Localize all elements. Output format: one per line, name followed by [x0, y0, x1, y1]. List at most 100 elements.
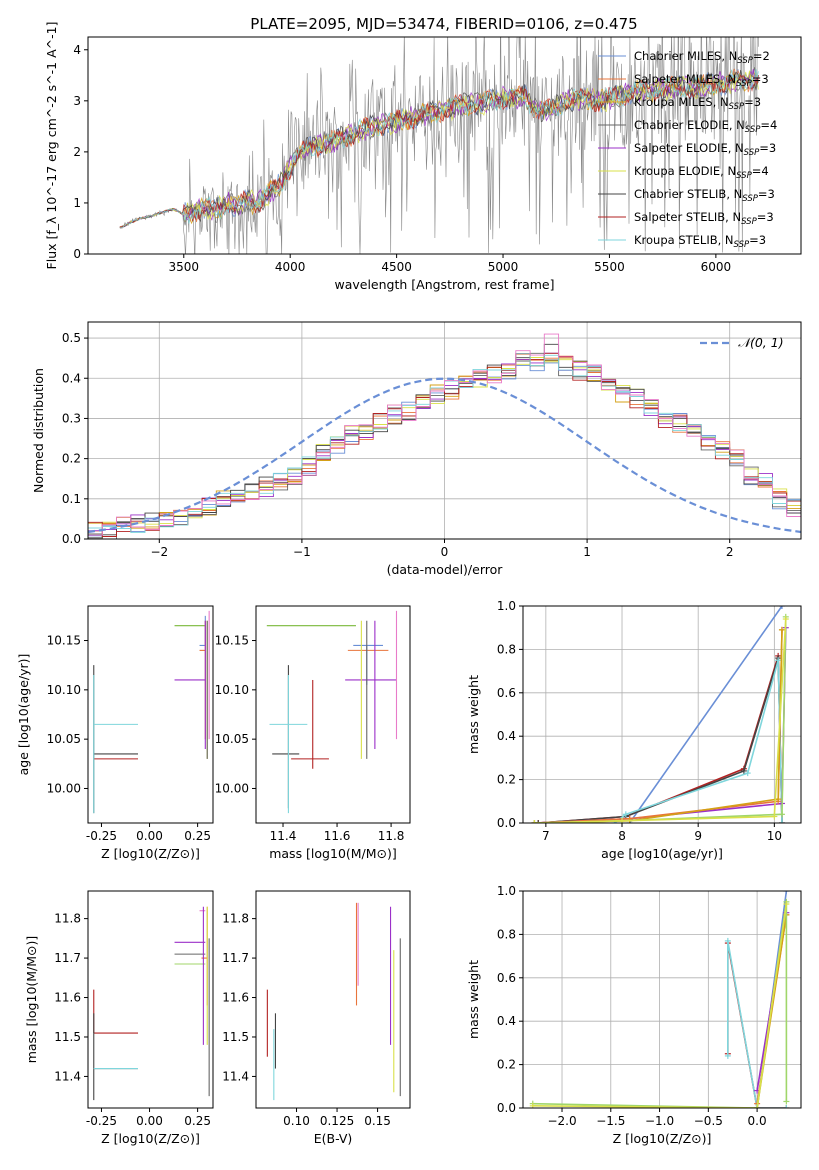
age-vs-mass-panel: 11.4 11.6 11.8 10.00 10.05 10.10 10.15 mass [lo…: [215, 605, 411, 861]
model-spectrum: [119, 68, 759, 229]
x-tick-label: 11.6: [324, 829, 351, 843]
y-tick-label: 11.8: [222, 912, 249, 926]
legend-entry-sub: SSP: [729, 102, 745, 112]
y-tick-label: 10.15: [47, 634, 81, 648]
legend-entry-tail: =3: [749, 233, 766, 247]
x-tick-label: -0.25: [86, 1114, 117, 1128]
gaussian-curve: [88, 377, 801, 534]
x-axis-label: Z [log10(Z/Z⊙)]: [613, 1131, 712, 1146]
y-tick-label: 0: [73, 247, 81, 261]
legend-entry: Chabrier ELODIE, NSSP=4: [634, 118, 777, 135]
legend-entry-label: Salpeter MILES, N: [634, 72, 736, 86]
y-tick-label: 11.6: [54, 991, 81, 1005]
y-axis-label: mass [log10(M/M⊙)]: [24, 936, 39, 1064]
x-axis-label: Z [log10(Z/Z⊙)]: [101, 1131, 200, 1146]
model-spectrum: [119, 70, 759, 228]
legend-entry: Kroupa MILES, NSSP=3: [634, 95, 761, 112]
x-tick-label: -0.25: [86, 829, 117, 843]
legend-entry: Chabrier STELIB, NSSP=3: [634, 187, 775, 204]
mass-weight-line: [538, 657, 783, 823]
y-tick-label: 3: [73, 94, 81, 108]
y-tick-label: 0.5: [62, 331, 81, 345]
y-tick-label: 11.4: [222, 1069, 249, 1083]
axes-frame: [87, 36, 802, 255]
x-tick-label: 5000: [488, 260, 519, 274]
x-axis-label: E(B-V): [314, 1131, 353, 1146]
mass-weight-line: [538, 655, 783, 823]
legend-entry: Kroupa ELODIE, NSSP=4: [634, 164, 769, 181]
x-tick-label: 6000: [701, 260, 732, 274]
y-tick-label: 10.00: [215, 781, 249, 795]
y-tick-label: 0.1: [62, 492, 81, 506]
y-axis-label: mass weight: [466, 960, 481, 1039]
legend-entry-tail: =2: [753, 49, 770, 63]
y-tick-label: 0.0: [497, 1101, 516, 1115]
axes-frame: [522, 605, 802, 824]
y-tick-label: 10.10: [47, 683, 81, 697]
massweight-vs-age-panel: 7 8 9 10 0.0 0.2 0.4 0.6 0.8 1.0 age [log10(age/yr…: [466, 599, 802, 861]
mass-weight-line: [727, 940, 787, 1108]
y-tick-label: 0.0: [62, 532, 81, 546]
mass-vs-metallicity-panel: -0.25 0.00 0.25 11.4 11.5 11.6 11.7 11.8 Z [log1…: [24, 890, 214, 1146]
mass-weight-line: [534, 627, 787, 823]
legend-entry-sub: SSP: [742, 194, 758, 204]
y-tick-label: 1: [73, 196, 81, 210]
legend-entry: Salpeter ELODIE, NSSP=3: [634, 141, 776, 158]
legend-entry: Salpeter MILES, NSSP=3: [634, 72, 769, 89]
y-tick-label: 11.8: [54, 912, 81, 926]
mass-weight-line: [534, 616, 787, 823]
legend-entry-tail: =3: [744, 95, 761, 109]
legend-entry-label: Salpeter ELODIE, N: [634, 141, 744, 155]
x-tick-label: 11.8: [378, 829, 405, 843]
legend-entry-tail: =3: [752, 72, 769, 86]
residual-histogram: [88, 333, 801, 539]
x-tick-label: 1: [583, 545, 591, 559]
massweight-vs-metallicity-panel: −2.0 −1.5 −1.0 −0.5 0.0 0.0 0.2 0.4 0.6 0.8 1.0 Z […: [466, 884, 802, 1146]
y-tick-label: 11.7: [222, 951, 249, 965]
legend-entry-tail: =4: [752, 164, 769, 178]
x-axis-label: wavelength [Angstrom, rest frame]: [334, 277, 554, 292]
axes-frame: [522, 890, 802, 1109]
legend-entry-label: Kroupa ELODIE, N: [634, 164, 736, 178]
observed-spectrum: [119, 37, 759, 254]
y-tick-label: 10.15: [215, 634, 249, 648]
y-tick-label: 10.00: [47, 781, 81, 795]
y-tick-label: 0.2: [497, 773, 516, 787]
x-tick-label: 3500: [169, 260, 200, 274]
plot-area: [88, 333, 801, 539]
y-tick-label: 11.5: [222, 1030, 249, 1044]
legend-entry-sub: SSP: [744, 148, 760, 158]
x-tick-label: −1.0: [645, 1114, 674, 1128]
legend-entry-tail: =3: [759, 141, 776, 155]
y-axis-label: Normed distribution: [31, 368, 46, 493]
plot-area: [531, 606, 789, 823]
x-tick-label: −0.5: [694, 1114, 723, 1128]
x-tick-label: 0: [441, 545, 449, 559]
plot-area: [266, 902, 401, 1101]
legend-entry-label: Chabrier MILES, N: [634, 49, 737, 63]
x-tick-label: −2: [150, 545, 168, 559]
y-tick-label: 0.3: [62, 411, 81, 425]
legend-entry-tail: =3: [757, 210, 774, 224]
plot-area: [266, 610, 398, 814]
y-tick-label: 11.5: [54, 1030, 81, 1044]
mass-weight-line: [534, 618, 787, 823]
plot-area: [119, 37, 759, 254]
axes-frame: [255, 605, 411, 824]
y-tick-label: 0.4: [497, 729, 516, 743]
legend-entry-tail: =3: [758, 187, 775, 201]
x-tick-label: 7: [542, 829, 550, 843]
x-axis-label: Z [log10(Z/Z⊙)]: [101, 846, 200, 861]
x-tick-label: 0.00: [136, 829, 163, 843]
legend-entry-sub: SSP: [745, 125, 761, 135]
y-tick-label: 0.8: [497, 642, 516, 656]
y-axis-label: age [log10(age/yr)]: [16, 654, 31, 776]
x-tick-label: 4000: [275, 260, 306, 274]
plot-area: [93, 610, 210, 814]
y-tick-label: 10.05: [215, 732, 249, 746]
legend-entry-sub: SSP: [734, 240, 750, 250]
x-tick-label: 0.00: [136, 1114, 163, 1128]
x-tick-label: 0.125: [320, 1114, 354, 1128]
y-tick-label: 11.7: [54, 951, 81, 965]
